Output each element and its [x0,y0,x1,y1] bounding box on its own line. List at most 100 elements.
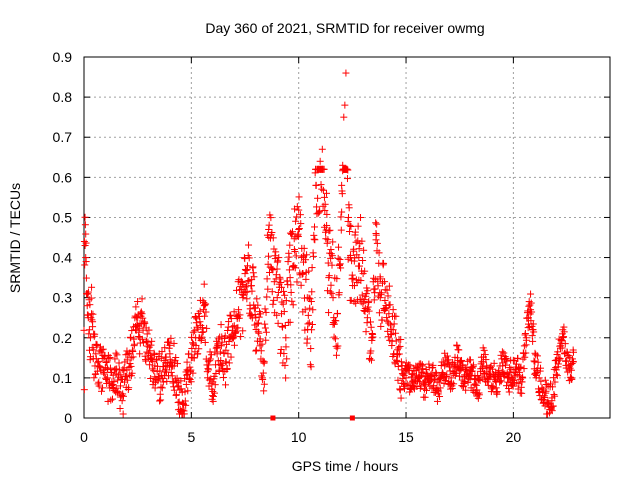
texture-point [206,357,214,365]
texture-point [130,335,138,343]
texture-point [257,347,265,355]
texture-point [325,309,333,317]
texture-point [353,251,361,259]
texture-point [254,328,262,336]
texture-point [84,288,92,296]
y-tick-label: 0.9 [53,49,73,65]
texture-point [520,365,528,373]
y-axis-label: SRMTID / TECUs [7,183,23,293]
texture-point [324,259,332,267]
texture-point [194,325,202,333]
texture-point [203,368,211,376]
texture-point [199,328,207,336]
texture-point [332,317,340,325]
texture-point [221,332,229,340]
texture-point [260,380,268,388]
data-point [85,326,93,334]
texture-point [110,378,118,386]
texture-point [527,290,535,298]
texture-point [283,355,291,363]
texture-point [357,214,365,222]
texture-point [227,353,235,361]
texture-point [334,309,342,317]
texture-point [373,239,381,247]
texture-point [81,213,89,221]
texture-point [277,345,285,353]
texture-point [530,328,538,336]
texture-point [421,380,429,388]
texture-point [384,292,392,300]
texture-point [302,275,310,283]
data-point [80,238,88,246]
texture-point [321,206,329,214]
texture-point [295,206,303,214]
texture-point [394,351,402,359]
texture-point [269,300,277,308]
texture-point [443,352,451,360]
texture-point [102,374,110,382]
texture-point [148,365,156,373]
texture-point [432,368,440,376]
texture-point [368,336,376,344]
data-point [196,318,204,326]
texture-point [236,311,244,319]
texture-point [395,344,403,352]
texture-point [172,354,180,362]
texture-point [82,239,90,247]
texture-point [334,254,342,262]
texture-point [459,362,467,370]
texture-point [210,392,218,400]
data-point [92,350,100,358]
texture-point [269,266,277,274]
texture-point [95,363,103,371]
texture-point [539,388,547,396]
texture-point [259,376,267,384]
texture-point [390,320,398,328]
texture-point [522,336,530,344]
texture-point [147,341,155,349]
x-tick-label: 0 [80,429,88,445]
chart-title: Day 360 of 2021, SRMTID for receiver owm… [205,20,484,36]
texture-point [270,245,278,253]
x-axis-label: GPS time / hours [292,458,399,474]
texture-point [183,358,191,366]
texture-point [392,312,400,320]
texture-point [569,357,577,365]
texture-point [292,217,300,225]
texture-point [284,258,292,266]
texture-point [127,334,135,342]
texture-point [148,337,156,345]
texture-point [211,381,219,389]
texture-point [503,357,511,365]
texture-point [274,319,282,327]
texture-point [177,377,185,385]
texture-point [489,382,497,390]
texture-point [118,397,126,405]
texture-point [321,200,329,208]
texture-point [201,338,209,346]
texture-point [194,350,202,358]
texture-point [182,401,190,409]
texture-point [455,372,463,380]
texture-point [81,261,89,269]
texture-point [128,369,136,377]
texture-point [167,368,175,376]
texture-point [245,241,253,249]
texture-point [160,362,168,370]
texture-point [377,322,385,330]
texture-point [237,277,245,285]
texture-point [286,318,294,326]
texture-point [134,298,142,306]
texture-point [548,397,556,405]
data-point [82,258,90,266]
texture-point [260,359,268,367]
texture-point [437,361,445,369]
texture-point [115,359,123,367]
texture-point [422,386,430,394]
texture-point [260,387,268,395]
texture-point [344,166,352,174]
texture-point [542,387,550,395]
texture-point [248,287,256,295]
texture-point [199,324,207,332]
